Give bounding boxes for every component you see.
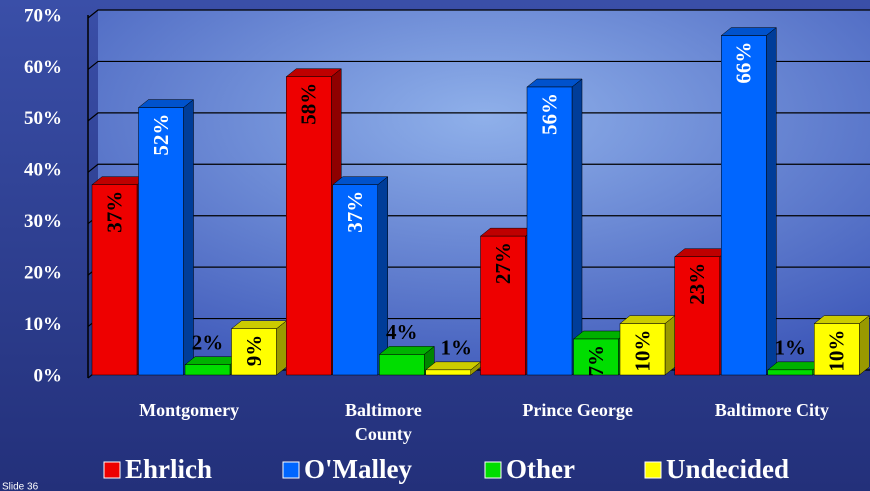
value-label: 58% (297, 83, 321, 125)
bar (767, 369, 813, 376)
value-label: 9% (242, 335, 266, 367)
bar-side (571, 78, 583, 376)
legend-label: Undecided (666, 454, 789, 484)
legend-swatch (644, 461, 662, 479)
bar-top (378, 346, 435, 355)
grid-line (87, 112, 870, 122)
value-label: 66% (732, 42, 756, 84)
bar-side (766, 27, 777, 376)
bar (379, 354, 425, 376)
bar (91, 184, 138, 376)
legend-label: Other (506, 454, 575, 484)
bar (721, 35, 767, 376)
x-tick-label: Prince George (522, 400, 632, 420)
y-tick-label: 0% (34, 365, 63, 386)
bar (231, 328, 277, 376)
y-tick-label: 60% (24, 57, 62, 78)
bar-top (619, 315, 676, 324)
legend-label: O'Malley (304, 454, 412, 484)
bar-side (276, 320, 287, 376)
bar-top (285, 68, 342, 77)
bar (332, 184, 378, 376)
bar-top (526, 78, 583, 88)
bar-top (137, 99, 195, 108)
value-label: 27% (491, 242, 515, 284)
slide-label: Slide 36 (2, 482, 39, 491)
bar (674, 256, 720, 376)
value-label: 10% (825, 330, 849, 372)
grid-line (87, 163, 870, 173)
bar-top (425, 361, 482, 371)
bar (184, 364, 231, 376)
legend-swatch (103, 461, 121, 479)
value-label: 56% (537, 93, 561, 135)
y-tick-label: 30% (24, 211, 62, 232)
value-label: 52% (149, 114, 173, 156)
x-tick-label: Baltimore City (715, 400, 829, 420)
y-tick-label: 40% (24, 160, 62, 181)
bar-side (859, 315, 870, 376)
bar-side (664, 315, 676, 376)
y-tick-label: 10% (24, 314, 62, 335)
value-label: 1% (441, 336, 473, 360)
legend-swatch (484, 461, 502, 479)
y-tick-label: 70% (24, 5, 62, 26)
x-tick-label: Baltimore County (345, 400, 422, 444)
bar (526, 86, 573, 376)
bar (814, 323, 860, 376)
bar (138, 107, 184, 376)
value-label: 37% (343, 191, 367, 233)
bar (573, 338, 619, 376)
bar-top (230, 320, 288, 329)
value-label: 10% (630, 330, 654, 372)
bar (425, 369, 471, 376)
value-label: 7% (584, 345, 608, 377)
y-tick-label: 50% (24, 108, 62, 129)
value-label: 1% (775, 336, 807, 360)
y-tick-label: 20% (24, 263, 62, 284)
grid-line (87, 60, 870, 70)
bar (480, 235, 526, 376)
bar (619, 323, 666, 376)
value-label: 4% (386, 320, 418, 344)
x-tick-label: Montgomery (139, 400, 239, 420)
value-label: 2% (192, 331, 224, 355)
bar-top (332, 176, 389, 185)
bar-side (377, 176, 388, 376)
legend-swatch (282, 461, 300, 479)
bar-top (813, 315, 870, 324)
bar (286, 76, 332, 376)
legend-label: Ehrlich (125, 454, 212, 484)
value-label: 23% (685, 263, 709, 305)
grid-line (87, 9, 870, 19)
value-label: 37% (102, 191, 126, 233)
bar-top (720, 27, 777, 36)
